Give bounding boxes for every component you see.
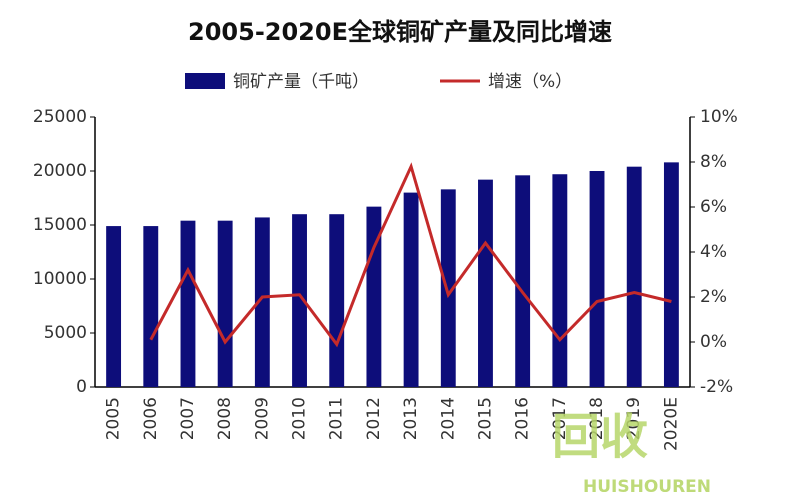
- x-tick-label: 2020E: [661, 397, 681, 451]
- bar: [589, 171, 605, 387]
- bar: [292, 214, 307, 387]
- bar: [366, 206, 382, 387]
- x-tick-label: 2008: [215, 397, 235, 440]
- x-tick-label: 2006: [141, 397, 161, 440]
- watermark: 回收: [552, 409, 648, 465]
- x-tick-label: 2016: [513, 397, 533, 440]
- y2-tick-label: -2%: [700, 377, 733, 397]
- bar: [552, 174, 568, 387]
- x-tick-label: 2017: [550, 397, 570, 440]
- bar: [217, 220, 233, 387]
- bar: [403, 192, 419, 387]
- chart-title: 2005-2020E全球铜矿产量及同比增速: [188, 18, 612, 46]
- y2-tick-label: 8%: [700, 152, 727, 172]
- bar: [478, 179, 493, 387]
- bar: [180, 220, 196, 387]
- y2-tick-label: 10%: [700, 107, 738, 127]
- bar: [254, 217, 270, 387]
- x-tick-label: 2007: [178, 397, 198, 440]
- line: [149, 162, 672, 348]
- y2-tick-label: 2%: [700, 287, 727, 307]
- y-tick-label: 0: [76, 377, 87, 397]
- x-tick-label: 2013: [401, 397, 421, 440]
- x-tick-label: 2011: [327, 397, 347, 440]
- y-tick-label: 5000: [44, 323, 87, 343]
- bar: [106, 226, 122, 387]
- legend-swatch: [185, 73, 225, 89]
- y-tick-label: 20000: [33, 161, 87, 181]
- bar: [626, 166, 642, 387]
- x-tick-label: 2015: [475, 397, 495, 440]
- bar: [663, 162, 679, 387]
- y-tick-label: 15000: [33, 215, 87, 235]
- y-tick-label: 10000: [33, 269, 87, 289]
- x-tick-label: 2010: [290, 397, 310, 440]
- bar: [515, 175, 531, 387]
- y2-tick-label: 6%: [700, 197, 727, 217]
- bar: [143, 226, 159, 387]
- x-tick-label: 2019: [624, 397, 644, 440]
- bar: [440, 189, 456, 387]
- x-tick-label: 2012: [364, 397, 384, 440]
- bar: [329, 214, 345, 387]
- x-tick-label: 2005: [104, 397, 124, 440]
- legend-label: 增速（%）: [488, 72, 572, 92]
- y2-tick-label: 0%: [700, 332, 727, 352]
- watermark: HUISHOUREN: [583, 477, 711, 497]
- x-tick-label: 2018: [587, 397, 607, 440]
- y-tick-label: 25000: [33, 107, 87, 127]
- x-tick-label: 2009: [252, 397, 272, 440]
- legend-label: 铜矿产量（千吨）: [233, 72, 369, 92]
- y2-tick-label: 4%: [700, 242, 727, 262]
- x-tick-label: 2014: [438, 397, 458, 440]
